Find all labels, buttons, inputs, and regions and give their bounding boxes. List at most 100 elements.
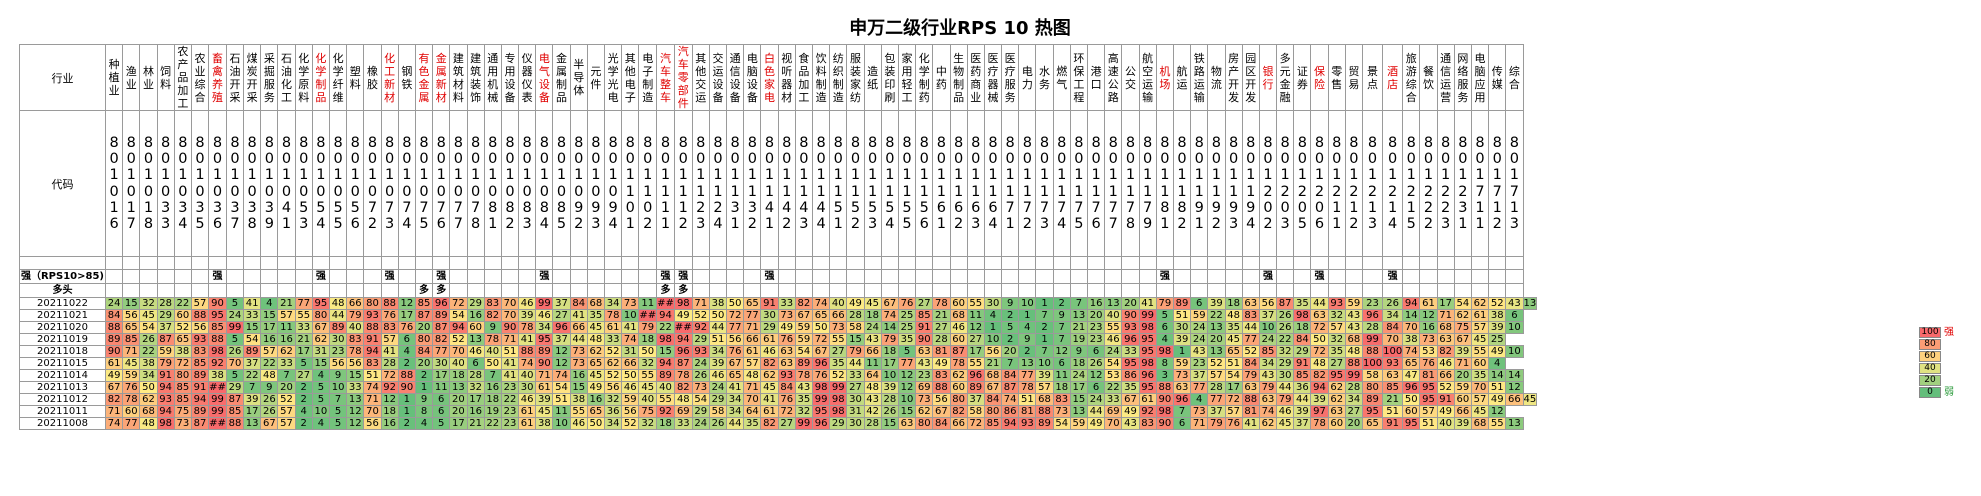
heat-cell: 20 xyxy=(1453,369,1472,382)
industry-code: 801153 xyxy=(868,134,878,232)
long-flag-cell xyxy=(1104,283,1123,298)
heat-cell: 87 xyxy=(225,393,245,406)
heat-cell: 20 xyxy=(1344,417,1364,430)
heat-cell: 89 xyxy=(329,321,348,334)
industry-code-cell: 801033 xyxy=(156,110,175,257)
heat-cell: 23 xyxy=(1361,297,1384,310)
heat-cell: 79 xyxy=(1241,369,1260,382)
heat-cell: 2 xyxy=(294,393,313,406)
industry-code-cell: 801075 xyxy=(414,110,434,257)
industry-code-cell: 801143 xyxy=(794,110,814,257)
heat-cell: 2 xyxy=(397,417,416,430)
heat-cell: 98 xyxy=(1138,357,1157,370)
heat-cell: 84 xyxy=(414,345,434,358)
heat-cell: 52 xyxy=(1488,297,1507,310)
data-row: 20211011 71 60 68 94 75 89 99 85 17 26 57 4 10 5 12 70 18… xyxy=(19,405,1537,418)
industry-name-cell: 旅游综合 xyxy=(1402,44,1421,111)
long-flag-cell xyxy=(1505,283,1524,298)
heat-cell: 77 xyxy=(1190,381,1209,394)
heat-cell: 7 xyxy=(483,369,502,382)
heat-cell: 22 xyxy=(500,393,520,406)
industry-name-cell: 食品加工 xyxy=(794,44,814,111)
heat-cell: 31 xyxy=(621,345,640,358)
long-flag-cell xyxy=(1419,283,1438,298)
heat-cell: 74 xyxy=(880,309,899,322)
heat-cell: 65 xyxy=(743,297,762,310)
heat-cell: 39 xyxy=(708,357,728,370)
heat-cell: 10 xyxy=(552,417,571,430)
spacer-cell xyxy=(777,256,796,270)
strong-flag-cell xyxy=(621,269,640,284)
heat-cell: 72 xyxy=(380,369,399,382)
industry-name: 酒店 xyxy=(1387,64,1399,91)
heat-cell: 22 xyxy=(1276,333,1295,346)
industry-code: 801206 xyxy=(1314,134,1325,232)
long-flag-cell xyxy=(122,283,141,298)
industry-code-cell: 801211 xyxy=(1327,110,1346,257)
legend-item: 40 xyxy=(1919,363,1954,374)
heat-cell: 26 xyxy=(1276,309,1295,322)
heat-cell: 98 xyxy=(1155,405,1174,418)
heat-cell: 43 xyxy=(1505,297,1524,310)
heat-cell: 92 xyxy=(1138,405,1157,418)
spacer-cell xyxy=(414,256,434,270)
spacer-cell xyxy=(1453,256,1472,270)
heat-cell: 62 xyxy=(311,333,331,346)
heat-cell: 49 xyxy=(1436,405,1455,418)
heat-cell: 61 xyxy=(518,405,537,418)
heat-cell: 87 xyxy=(190,417,210,430)
long-flag-cell xyxy=(449,283,468,298)
industry-name: 中药 xyxy=(935,64,947,91)
heat-cell: 40 xyxy=(346,321,365,334)
strong-flag-cell xyxy=(932,269,951,284)
row-date: 20211012 xyxy=(19,393,106,406)
industry-name-cell: 半导体 xyxy=(569,44,588,111)
industry-code-cell: 801144 xyxy=(811,110,831,257)
heat-cell: 21 xyxy=(932,309,951,322)
industry-code-cell: 801142 xyxy=(777,110,796,257)
heat-cell: 14 xyxy=(1488,369,1507,382)
industry-name: 光学光电 xyxy=(607,51,619,104)
heat-cell: 41 xyxy=(760,393,779,406)
heat-cell: 85 xyxy=(225,405,245,418)
spacer-cell xyxy=(656,256,675,270)
industry-code-cell: 801202 xyxy=(1258,110,1278,257)
heat-cell: 76 xyxy=(1419,357,1438,370)
industry-name: 建筑装饰 xyxy=(470,51,482,104)
heat-cell: 59 xyxy=(122,369,141,382)
heat-cell: 35 xyxy=(1293,297,1312,310)
industry-code: 801017 xyxy=(126,134,136,232)
heat-cell: 60 xyxy=(1453,393,1472,406)
heat-cell: 67 xyxy=(260,417,279,430)
heat-cell: 61 xyxy=(535,381,554,394)
long-flag-cell xyxy=(1035,283,1054,298)
heat-cell: 43 xyxy=(1258,369,1278,382)
spacer-cell xyxy=(1190,256,1209,270)
heat-cell: 94 xyxy=(449,321,468,334)
long-flag-cell xyxy=(1241,283,1260,298)
spacer-cell xyxy=(1069,256,1089,270)
heat-cell: 63 xyxy=(777,345,796,358)
spacer-cell xyxy=(1344,256,1364,270)
industry-name: 房产开发 xyxy=(1228,51,1240,104)
heat-cell: 29 xyxy=(708,393,728,406)
heat-cell: 56 xyxy=(604,381,623,394)
heat-cell: 74 xyxy=(811,297,831,310)
heat-cell: 68 xyxy=(983,369,1003,382)
heat-cell: 51 xyxy=(1172,309,1192,322)
heat-cell: 54 xyxy=(1104,357,1123,370)
industry-code-cell: 801711 xyxy=(1470,110,1490,257)
heat-cell: 17 xyxy=(449,417,468,430)
heat-cell: 78 xyxy=(346,345,365,358)
heat-cell: 13 xyxy=(1505,417,1524,430)
heat-cell: 39 xyxy=(1453,345,1472,358)
heat-cell: 16 xyxy=(466,309,485,322)
heat-cell: 11 xyxy=(638,297,658,310)
strong-flag-cell xyxy=(1207,269,1226,284)
heat-cell: 26 xyxy=(880,405,899,418)
heat-cell: 78 xyxy=(1018,381,1037,394)
heat-cell: 12 xyxy=(897,369,917,382)
industry-code-cell: 801018 xyxy=(139,110,158,257)
heat-cell: 7 xyxy=(1035,309,1054,322)
industry-name-cell: 饲料 xyxy=(156,44,175,111)
